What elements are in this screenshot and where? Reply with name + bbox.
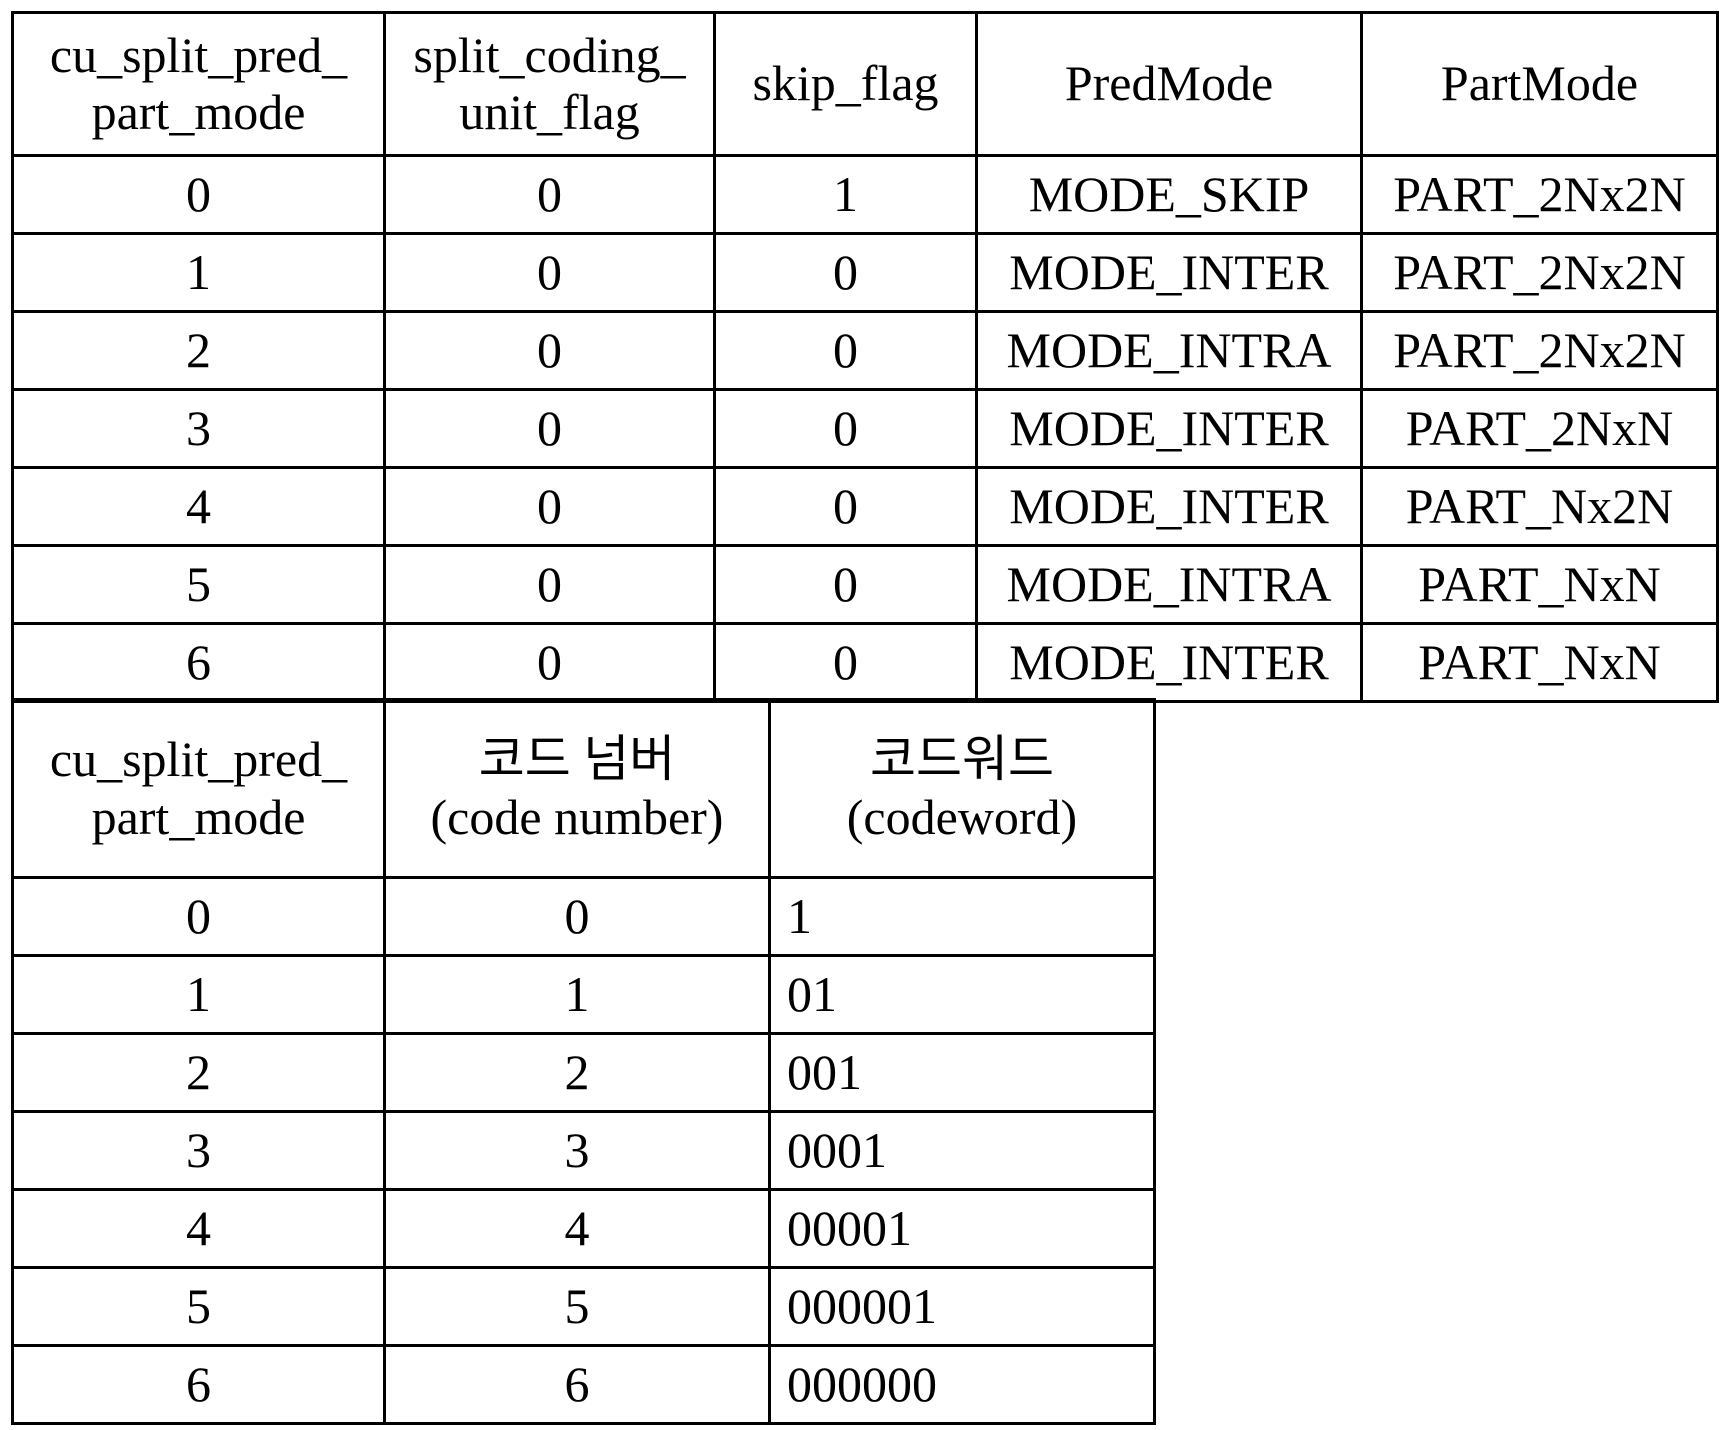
table-cell: 0 [385, 878, 770, 956]
header-line: part_mode [14, 789, 383, 847]
header-line: 코드 넘버 [386, 731, 768, 789]
header-line: cu_split_pred_ [14, 731, 383, 789]
table-cell: 2 [13, 1034, 385, 1112]
table-cell: 0 [715, 234, 977, 312]
header-line: cu_split_pred_ [14, 27, 383, 85]
column-header: split_coding_unit_flag [385, 13, 715, 156]
column-header: 코드워드(codeword) [770, 700, 1155, 878]
column-header: cu_split_pred_part_mode [13, 700, 385, 878]
table-cell: 5 [13, 1268, 385, 1346]
header-line: PredMode [978, 55, 1360, 113]
table-row: 1101 [13, 956, 1155, 1034]
table-cell: PART_2Nx2N [1362, 312, 1718, 390]
table-cell: 0 [715, 468, 977, 546]
table-cell: 6 [13, 1346, 385, 1424]
table-cell: MODE_INTER [977, 390, 1362, 468]
table-cell: 0 [385, 156, 715, 234]
table-cell: 3 [385, 1112, 770, 1190]
column-header: PartMode [1362, 13, 1718, 156]
table-cell: MODE_INTER [977, 234, 1362, 312]
table-cell: 1 [385, 956, 770, 1034]
table-cell: 00001 [770, 1190, 1155, 1268]
table-cell: 4 [13, 1190, 385, 1268]
table-cell: PART_2Nx2N [1362, 234, 1718, 312]
table-cell: 0 [715, 312, 977, 390]
table-row: 400MODE_INTERPART_Nx2N [13, 468, 1718, 546]
table-cell: 0 [715, 624, 977, 702]
table-cell: 5 [13, 546, 385, 624]
header-line: split_coding_ [386, 27, 713, 85]
table-cell: 2 [385, 1034, 770, 1112]
header-row: cu_split_pred_part_modesplit_coding_unit… [13, 13, 1718, 156]
table-row: 300MODE_INTERPART_2NxN [13, 390, 1718, 468]
table-row: 500MODE_INTRAPART_NxN [13, 546, 1718, 624]
codeword-table: cu_split_pred_part_mode코드 넘버(code number… [11, 698, 1156, 1425]
table-cell: PART_NxN [1362, 624, 1718, 702]
table-cell: PART_2Nx2N [1362, 156, 1718, 234]
table-cell: MODE_SKIP [977, 156, 1362, 234]
table-cell: 3 [13, 1112, 385, 1190]
table-cell: 1 [13, 956, 385, 1034]
header-line: unit_flag [386, 84, 713, 142]
column-header: skip_flag [715, 13, 977, 156]
table-cell: PART_NxN [1362, 546, 1718, 624]
header-line: PartMode [1363, 55, 1716, 113]
header-line: (code number) [386, 789, 768, 847]
table-cell: MODE_INTRA [977, 546, 1362, 624]
table-cell: 4 [13, 468, 385, 546]
table-row: 001MODE_SKIPPART_2Nx2N [13, 156, 1718, 234]
column-header: cu_split_pred_part_mode [13, 13, 385, 156]
table-row: 4400001 [13, 1190, 1155, 1268]
column-header: 코드 넘버(code number) [385, 700, 770, 878]
table-cell: 01 [770, 956, 1155, 1034]
table-row: 55000001 [13, 1268, 1155, 1346]
table-cell: 0 [385, 624, 715, 702]
table-cell: 1 [770, 878, 1155, 956]
table-cell: PART_Nx2N [1362, 468, 1718, 546]
header-line: skip_flag [716, 55, 975, 113]
header-line: 코드워드 [771, 731, 1153, 789]
table-row: 66000000 [13, 1346, 1155, 1424]
table-cell: MODE_INTRA [977, 312, 1362, 390]
table-cell: 6 [13, 624, 385, 702]
table-cell: PART_2NxN [1362, 390, 1718, 468]
table-cell: 0 [715, 546, 977, 624]
table-cell: 0 [715, 390, 977, 468]
table-cell: 3 [13, 390, 385, 468]
table-row: 100MODE_INTERPART_2Nx2N [13, 234, 1718, 312]
partition-mode-table: cu_split_pred_part_modesplit_coding_unit… [11, 11, 1719, 703]
table-cell: 0 [385, 312, 715, 390]
table-cell: 0 [385, 234, 715, 312]
table-cell: 4 [385, 1190, 770, 1268]
table-cell: 0 [385, 390, 715, 468]
table-cell: 0 [13, 156, 385, 234]
table-row: 330001 [13, 1112, 1155, 1190]
table-cell: 0 [385, 546, 715, 624]
table-row: 200MODE_INTRAPART_2Nx2N [13, 312, 1718, 390]
table-cell: 1 [715, 156, 977, 234]
table-cell: 0 [385, 468, 715, 546]
table-row: 001 [13, 878, 1155, 956]
table-cell: MODE_INTER [977, 468, 1362, 546]
table-cell: 000001 [770, 1268, 1155, 1346]
table-cell: 6 [385, 1346, 770, 1424]
table-cell: 5 [385, 1268, 770, 1346]
table-cell: 001 [770, 1034, 1155, 1112]
table-cell: MODE_INTER [977, 624, 1362, 702]
table-cell: 1 [13, 234, 385, 312]
table-row: 22001 [13, 1034, 1155, 1112]
table-cell: 000000 [770, 1346, 1155, 1424]
table-cell: 2 [13, 312, 385, 390]
table-cell: 0 [13, 878, 385, 956]
table-cell: 0001 [770, 1112, 1155, 1190]
header-row: cu_split_pred_part_mode코드 넘버(code number… [13, 700, 1155, 878]
header-line: (codeword) [771, 789, 1153, 847]
column-header: PredMode [977, 13, 1362, 156]
table-row: 600MODE_INTERPART_NxN [13, 624, 1718, 702]
header-line: part_mode [14, 84, 383, 142]
